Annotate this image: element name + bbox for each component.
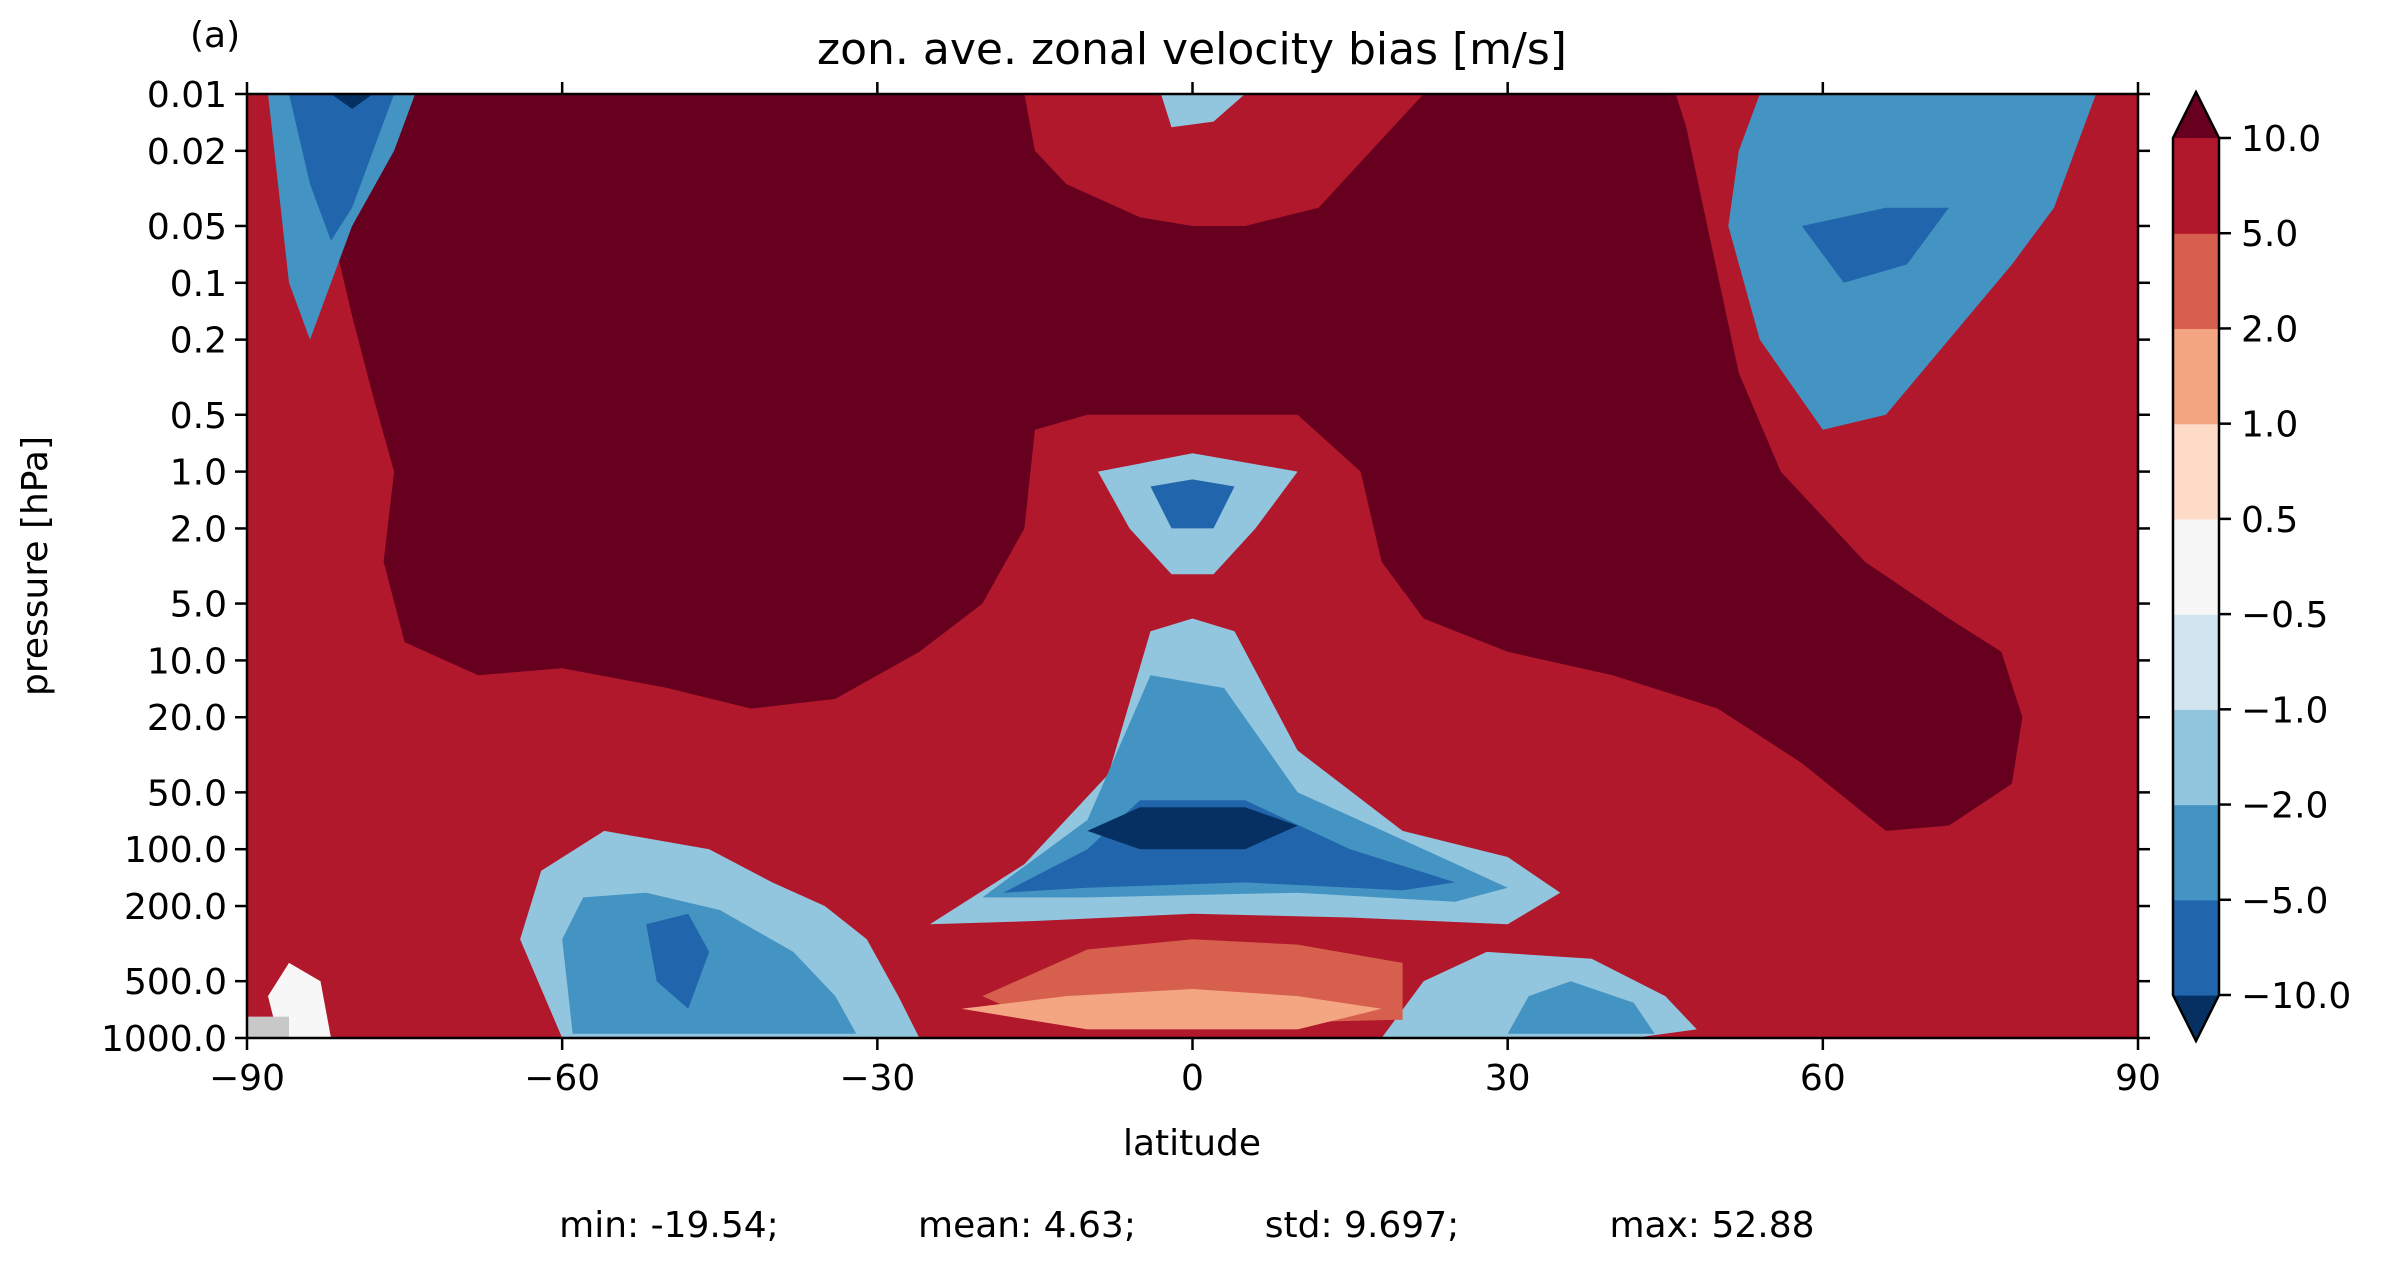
y-tick-label: 0.01 [147,75,227,116]
colorbar-tick-label: 2.0 [2241,309,2298,350]
colorbar-swatch [2173,328,2219,425]
colorbar-swatch [2173,518,2219,615]
y-tick-label: 1000.0 [101,1019,227,1060]
x-tick-label: −90 [209,1058,285,1099]
x-tick-label: 30 [1485,1058,1531,1099]
contour-region-8 [1150,479,1235,529]
y-axis-label: pressure [hPa] [15,436,56,696]
colorbar-tick-label: 1.0 [2241,405,2298,446]
colorbar-swatch [2173,233,2219,330]
colorbar-tick-label: 0.5 [2241,500,2298,541]
colorbar-tick-label: 5.0 [2241,214,2298,255]
contour-region-21 [247,1016,289,1038]
colorbar-extend-under [2173,995,2219,1041]
y-tick-label: 10.0 [147,641,227,682]
stat-mean: mean: 4.63; [918,1205,1136,1246]
y-tick-label: 0.05 [147,207,227,248]
y-tick-label: 1.0 [170,453,227,494]
contour-region-5 [1728,94,2096,430]
colorbar-tick-label: −5.0 [2241,881,2328,922]
y-tick-label: 200.0 [124,887,227,928]
x-tick-label: 90 [2115,1058,2161,1099]
colorbar-tick-label: 10.0 [2241,119,2321,160]
y-tick-label: 500.0 [124,962,227,1003]
colorbar-swatch [2173,614,2219,710]
y-tick-label: 20.0 [147,698,227,739]
y-tick-label: 5.0 [170,585,227,626]
x-tick-label: 0 [1181,1058,1204,1099]
x-axis-label: latitude [1123,1123,1261,1164]
contour-region-17 [1507,981,1655,1034]
colorbar-tick-label: −10.0 [2241,976,2351,1017]
colorbar-swatch [2173,804,2219,901]
contour-region-2 [289,94,395,241]
colorbar-tick-label: −0.5 [2241,595,2328,636]
stat-max: max: 52.88 [1609,1205,1814,1246]
y-tick-label: 0.5 [170,396,227,437]
colorbar-swatch [2173,423,2219,520]
contour-region-0 [310,94,2023,831]
panel-label: (a) [190,15,240,56]
chart-title: zon. ave. zonal velocity bias [m/s] [817,24,1567,75]
colorbar: −10.0 −5.0 −2.0 −1.0 −0.5 0.5 1.0 2.0 5.0 10.0 [2171,89,2351,1044]
contour-region-15 [646,913,710,1009]
x-axis: −90 −60 −30 0 30 60 90 [209,82,2161,1099]
stat-std: std: 9.697; [1265,1205,1459,1246]
colorbar-swatch [2173,899,2219,996]
contour-region-6 [1801,207,1949,283]
y-axis: 0.01 0.02 0.05 0.1 0.2 0.5 1.0 2.0 5.0 10.0 20.0 50… [101,75,2150,1060]
contour-region-12 [1087,807,1298,850]
colorbar-tick-label: −1.0 [2241,690,2328,731]
y-tick-label: 100.0 [124,830,227,871]
y-tick-label: 0.1 [170,264,227,305]
contour-region-3 [331,94,374,109]
contour-region-14 [562,892,857,1034]
contour-field [247,94,2138,1038]
x-tick-label: −60 [524,1058,600,1099]
x-tick-label: 60 [1800,1058,1846,1099]
y-tick-label: 2.0 [170,509,227,550]
y-tick-label: 0.2 [170,321,227,362]
contour-region-4 [1161,94,1245,128]
colorbar-extend-over [2173,92,2219,138]
x-tick-label: −30 [839,1058,915,1099]
y-tick-label: 0.02 [147,132,227,173]
contour-region-19 [961,989,1382,1030]
colorbar-swatch [2173,138,2219,234]
colorbar-swatch [2173,709,2219,806]
stat-min: min: -19.54; [559,1205,779,1246]
y-tick-label: 50.0 [147,773,227,814]
colorbar-tick-label: −2.0 [2241,786,2328,827]
